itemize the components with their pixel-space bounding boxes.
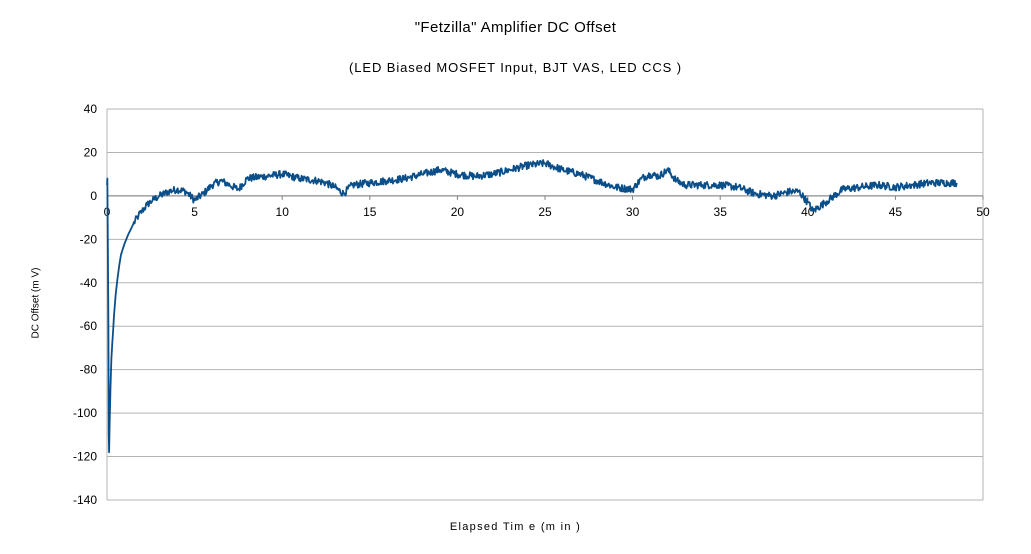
y-tick-label: -120 (73, 450, 97, 464)
x-tick-label: 35 (714, 205, 728, 219)
gridlines (106, 108, 984, 501)
x-tick-label: 5 (191, 205, 198, 219)
chart-subtitle: (LED Biased MOSFET Input, BJT VAS, LED C… (349, 60, 682, 75)
x-tick-label: 45 (889, 205, 903, 219)
x-tick-label: 15 (363, 205, 377, 219)
x-tick-label: 20 (451, 205, 465, 219)
x-tick-label: 10 (276, 205, 290, 219)
x-axis-label: Elapsed Tim e (m in ) (449, 521, 582, 533)
x-axis-ticks: 0 5 10 15 20 25 30 35 40 45 50 (104, 195, 990, 219)
y-tick-label: 0 (90, 189, 97, 203)
x-tick-label: 50 (976, 205, 990, 219)
x-tick-label: 25 (538, 205, 552, 219)
y-tick-label: -80 (80, 363, 98, 377)
y-tick-label: 20 (84, 145, 98, 159)
y-tick-label: -100 (73, 406, 97, 420)
series-line (106, 159, 958, 454)
y-axis-label: DC Offset (m V) (30, 267, 42, 339)
chart-title: "Fetzilla" Amplifier DC Offset (414, 19, 617, 36)
y-tick-label: -20 (80, 232, 98, 246)
y-tick-label: 40 (84, 102, 98, 116)
y-tick-label: -140 (73, 493, 97, 507)
y-axis-ticks: 40 20 0 -20 -40 -60 -80 -100 -120 -140 (73, 102, 97, 507)
data-series (106, 159, 958, 454)
y-tick-label: -40 (80, 276, 98, 290)
x-tick-label: 30 (626, 205, 640, 219)
y-tick-label: -60 (80, 319, 98, 333)
